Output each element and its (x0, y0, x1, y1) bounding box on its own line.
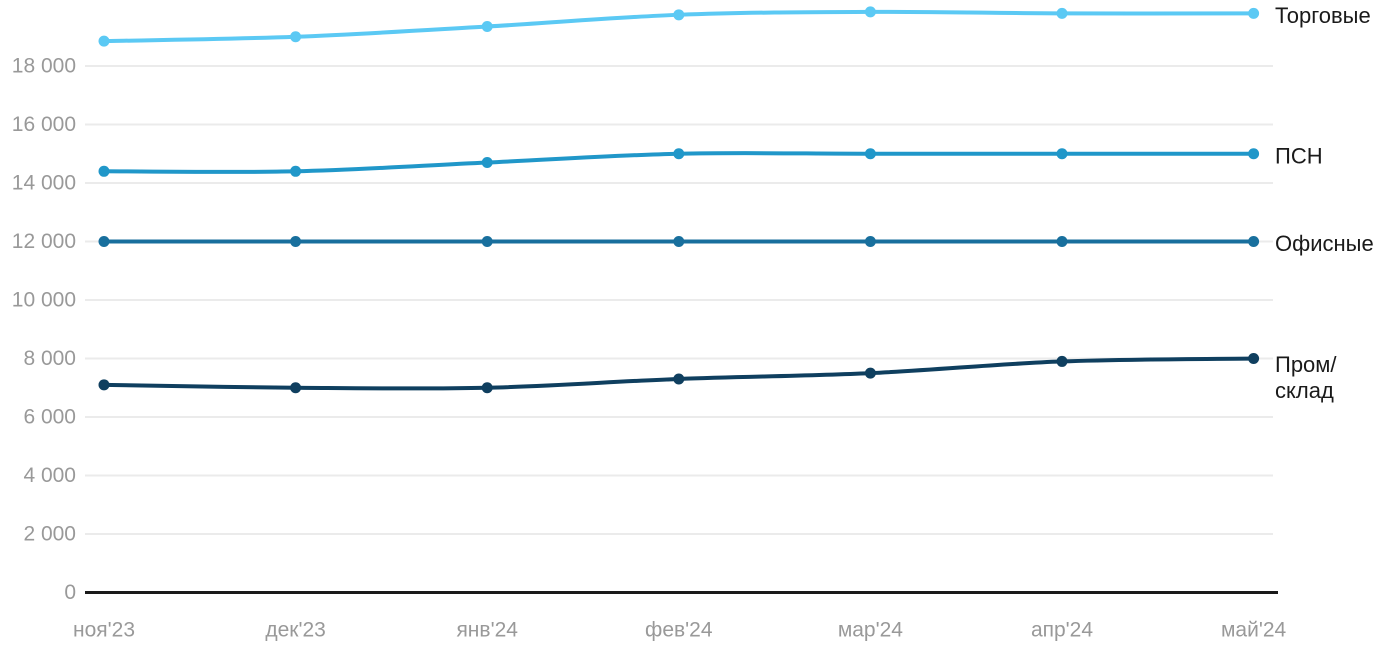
y-tick-label: 16 000 (12, 113, 76, 136)
data-point-Торговые (98, 35, 110, 47)
data-point-Офисные (1056, 236, 1068, 247)
data-point-Пром/склад (673, 373, 685, 385)
data-point-Пром/склад (1056, 355, 1068, 367)
data-point-ПСН (1056, 148, 1068, 160)
x-tick-label: май'24 (1221, 619, 1287, 642)
legend-label-ПСН: ПСН (1275, 143, 1323, 168)
data-point-Торговые (1248, 7, 1260, 19)
x-tick-label: дек'23 (265, 619, 326, 642)
data-point-ПСН (290, 165, 302, 177)
data-point-Офисные (481, 236, 493, 247)
data-point-Пром/склад (290, 382, 302, 394)
x-tick-label: янв'24 (456, 619, 518, 642)
y-tick-label: 6 000 (23, 406, 76, 429)
data-point-ПСН (673, 148, 685, 160)
data-point-Пром/склад (864, 367, 876, 379)
data-point-ПСН (98, 165, 110, 177)
data-point-Торговые (673, 9, 685, 21)
data-point-ПСН (864, 148, 876, 160)
data-point-Офисные (673, 236, 685, 247)
x-tick-label: апр'24 (1031, 619, 1093, 642)
y-tick-label: 18 000 (12, 55, 76, 78)
data-point-ПСН (1248, 148, 1260, 160)
y-tick-label: 0 (64, 581, 76, 604)
legend-label-Торговые: Торговые (1275, 3, 1371, 28)
data-point-Офисные (864, 236, 876, 247)
y-tick-label: 2 000 (23, 523, 76, 546)
y-tick-label: 10 000 (12, 289, 76, 312)
data-point-Офисные (98, 236, 110, 247)
x-tick-label: мар'24 (838, 619, 903, 642)
data-point-Офисные (290, 236, 302, 247)
data-point-Торговые (481, 21, 493, 33)
legend-label-Офисные: Офисные (1275, 231, 1374, 256)
data-point-Пром/склад (1248, 353, 1260, 364)
data-point-Торговые (290, 31, 302, 43)
y-tick-label: 4 000 (23, 464, 76, 487)
x-tick-label: ноя'23 (73, 619, 135, 642)
data-point-ПСН (481, 157, 493, 169)
legend-label-Пром/склад: склад (1275, 378, 1334, 403)
legend-label-Пром/склад: Пром/ (1275, 352, 1337, 377)
data-point-Торговые (1056, 7, 1068, 19)
y-tick-label: 12 000 (12, 230, 76, 253)
y-tick-label: 14 000 (12, 172, 76, 195)
y-tick-label: 8 000 (23, 347, 76, 370)
data-point-Пром/склад (481, 382, 493, 394)
data-point-Офисные (1248, 236, 1260, 247)
x-tick-label: фев'24 (645, 619, 713, 642)
data-point-Торговые (864, 6, 876, 18)
data-point-Пром/склад (98, 379, 110, 391)
